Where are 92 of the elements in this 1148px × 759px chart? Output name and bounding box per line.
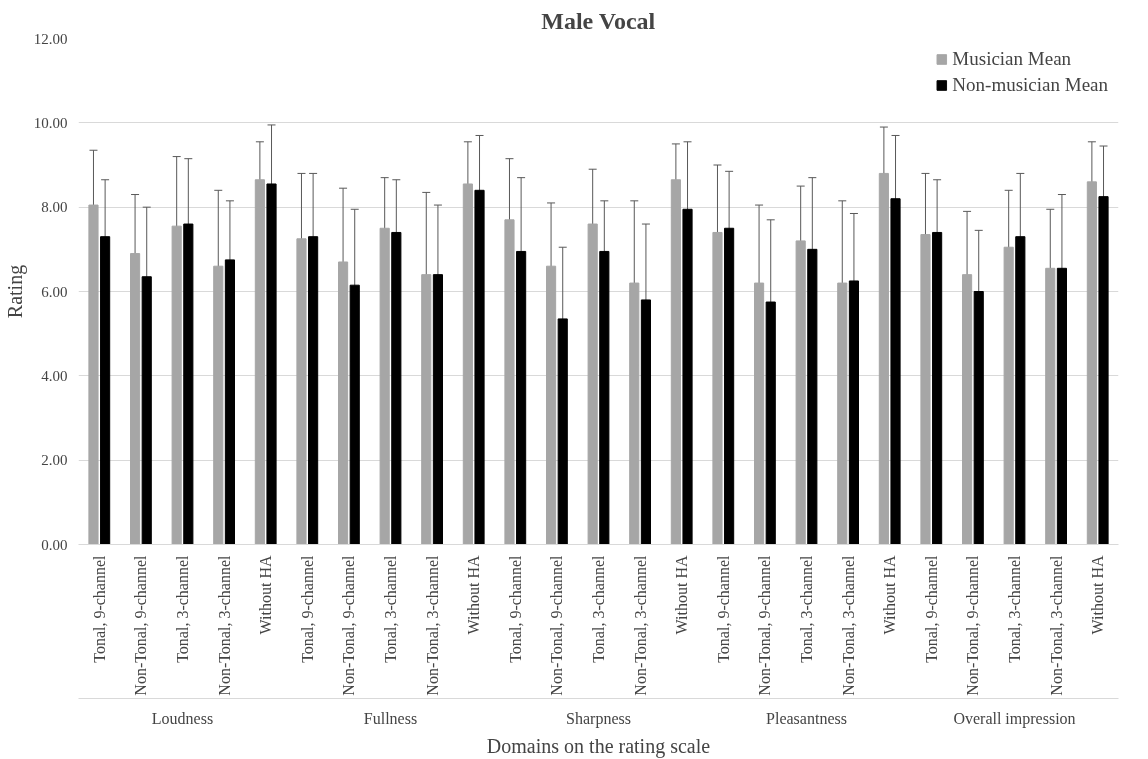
y-tick-label: 4.00 xyxy=(41,367,68,384)
x-tick-label: Tonal, 3-channel xyxy=(798,554,815,663)
bar xyxy=(379,227,390,545)
x-tick-label: Non-Tonal, 3-channel xyxy=(839,554,857,696)
bar xyxy=(1015,236,1026,545)
x-axis-title: Domains on the rating scale xyxy=(486,734,711,758)
x-tick-label: Tonal, 9-channel xyxy=(922,554,940,663)
x-tick-label: Without HA xyxy=(465,555,483,635)
legend-label: Non-musician Mean xyxy=(952,74,1108,96)
bar xyxy=(171,225,182,545)
bar xyxy=(254,179,265,545)
chart-title: Male Vocal xyxy=(541,7,656,34)
x-tick-label: Non-Tonal, 9-channel xyxy=(756,554,774,696)
bar xyxy=(712,231,723,545)
bar xyxy=(1098,196,1109,545)
y-tick-label: 0.00 xyxy=(41,536,68,553)
bar xyxy=(1086,181,1097,545)
text: Overall impression xyxy=(953,709,1076,728)
x-tick-label: Non-Tonal, 9-channel xyxy=(964,554,982,696)
x-tick-label: Tonal, 9-channel xyxy=(298,554,316,663)
bar xyxy=(224,259,235,545)
bar xyxy=(349,284,360,545)
x-tick-label: Without HA xyxy=(1089,555,1107,635)
x-tick-label: Tonal, 3-channel xyxy=(382,554,399,663)
bar xyxy=(391,231,402,545)
x-tick-label: Non-Tonal, 9-channel xyxy=(548,554,566,696)
y-axis-title: Rating xyxy=(3,264,27,319)
bar xyxy=(682,208,693,545)
bar xyxy=(432,274,443,545)
bar xyxy=(546,265,557,545)
bar xyxy=(462,183,473,545)
x-tick-label: Non-Tonal, 3-channel xyxy=(423,554,441,696)
bar xyxy=(878,172,889,545)
bar xyxy=(754,282,765,545)
text: Sharpness xyxy=(566,709,631,728)
x-tick-label: Tonal, 3-channel xyxy=(174,554,191,663)
x-tick-label: Without HA xyxy=(673,555,691,635)
x-tick-label: Tonal, 9-channel xyxy=(506,554,524,663)
y-tick-label: 2.00 xyxy=(41,452,68,469)
bar xyxy=(932,231,943,545)
bar xyxy=(795,240,806,545)
bar xyxy=(296,238,307,545)
bar xyxy=(266,183,277,545)
bar xyxy=(338,261,349,545)
bar xyxy=(100,236,111,545)
bar xyxy=(421,274,432,545)
bar xyxy=(141,276,152,545)
x-tick-label: Non-Tonal, 3-channel xyxy=(631,554,649,696)
bar xyxy=(599,250,610,545)
x-tick-label: Non-Tonal, 3-channel xyxy=(1047,554,1065,696)
bar xyxy=(1056,267,1067,545)
bar xyxy=(973,291,984,545)
y-tick-label: 12.00 xyxy=(33,30,68,47)
bar xyxy=(183,223,194,545)
bar xyxy=(308,236,319,545)
bar xyxy=(629,282,640,545)
x-tick-label: Tonal, 3-channel xyxy=(590,554,607,663)
x-tick-label: Non-Tonal, 9-channel xyxy=(132,554,150,696)
bar xyxy=(765,301,776,545)
bar xyxy=(962,274,973,545)
bar xyxy=(640,299,651,545)
bar xyxy=(130,253,141,545)
text: Loudness xyxy=(151,709,214,727)
text: Pleasantness xyxy=(766,709,847,727)
x-tick-label: Tonal, 3-channel xyxy=(1006,554,1023,663)
y-tick-label: 8.00 xyxy=(41,199,68,216)
bar xyxy=(848,280,859,545)
bar xyxy=(1045,267,1056,545)
x-tick-label: Tonal, 9-channel xyxy=(90,554,108,663)
y-tick-label: 6.00 xyxy=(41,283,68,300)
bar xyxy=(807,248,818,545)
bar xyxy=(587,223,598,545)
bar xyxy=(920,234,931,545)
bar xyxy=(837,282,848,545)
bar xyxy=(557,318,568,545)
bar xyxy=(474,189,485,545)
bar xyxy=(724,227,735,545)
x-tick-label: Without HA xyxy=(257,555,275,635)
x-tick-label: Non-Tonal, 9-channel xyxy=(340,554,358,696)
bar xyxy=(213,265,224,545)
x-tick-label: Non-Tonal, 3-channel xyxy=(215,554,233,696)
bar xyxy=(890,198,901,545)
legend-label: Musician Mean xyxy=(952,48,1072,70)
bar xyxy=(504,219,515,545)
x-tick-label: Without HA xyxy=(881,555,899,635)
bar xyxy=(670,179,681,545)
bar xyxy=(1003,246,1014,545)
bar xyxy=(516,250,527,545)
bar xyxy=(88,204,99,545)
y-tick-label: 10.00 xyxy=(33,114,68,131)
x-tick-label: Tonal, 9-channel xyxy=(714,554,732,663)
text: Fullness xyxy=(363,709,418,727)
